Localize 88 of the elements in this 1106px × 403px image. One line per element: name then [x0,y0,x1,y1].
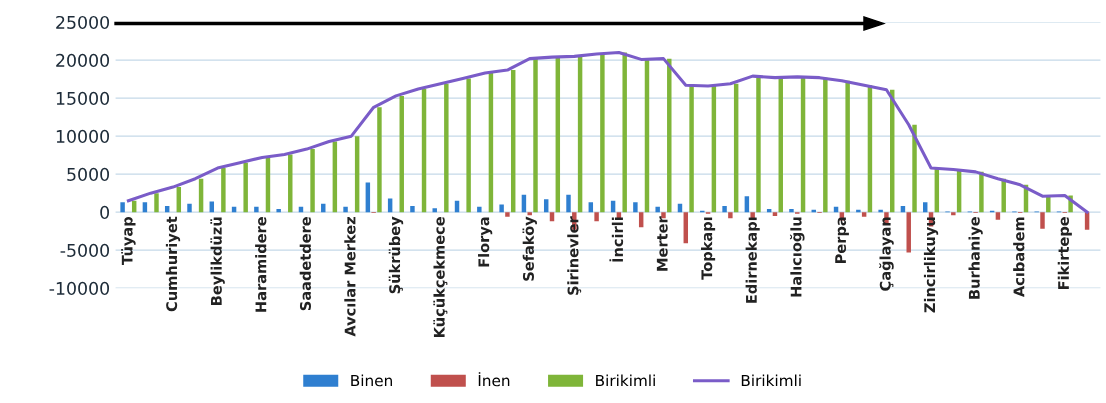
bar [505,212,510,217]
bar [432,208,437,213]
x-tick-label: Tüyap [121,216,136,265]
x-tick-label: Saadetdere [299,217,311,311]
bar [951,212,956,216]
x-tick-label: Küçükçekmece [433,217,448,337]
x-tick-label: Haramidere [255,217,267,312]
bar [399,95,404,213]
bar [655,206,660,213]
y-tick-label: 15000 [56,91,110,105]
bar [276,209,281,213]
y-tick-label: 10000 [56,129,110,143]
bar [187,203,192,213]
x-tick-label: Cumhuriyet [165,216,181,312]
bar [527,212,532,216]
bar [594,212,599,222]
x-tick-label: Florya [478,217,493,267]
y-tick-label: 20000 [56,53,110,67]
x-tick-label: Topkapı [701,217,716,280]
legend-label: Birikimli [596,374,655,387]
bar [633,202,638,213]
y-tick-label: 25000 [56,15,110,30]
x-tick-label: Halıcıoğlu [789,217,805,297]
bar [588,202,594,213]
legend-label: Binen [351,374,392,387]
bar [499,204,504,213]
bar [444,83,449,213]
bar [543,199,549,213]
bar [354,136,360,213]
x-tick-label: Fikirtepe [1057,217,1072,290]
x-tick-label: Merter [656,216,668,271]
bar [600,54,605,213]
bar [310,149,315,213]
bar [856,209,861,213]
bar [923,202,928,213]
bar [1046,196,1051,213]
bar [823,77,828,213]
line-series [126,51,1089,214]
y-tick-label: -10000 [49,281,110,295]
bar [979,171,984,213]
bar [878,209,883,213]
bar [377,107,382,213]
x-tick-label: Sefaköy [522,216,537,281]
legend-label: İnen [478,372,510,387]
bar [142,202,148,213]
bar [533,58,538,213]
y-tick-label: 5000 [67,167,110,181]
y-tick-label: -5000 [60,243,110,257]
bar [254,206,259,213]
x-tick-label: Acıbadem [1013,217,1025,297]
x-tick-label: Şükrübey [388,216,404,294]
bar [410,206,415,213]
bar [845,80,850,213]
bar [722,206,727,213]
bar [912,124,917,213]
bar [510,70,516,213]
bar [477,206,482,213]
x-tick-label: İncirli [609,217,624,262]
bar [154,193,159,213]
bar [1001,178,1006,213]
bar [466,78,471,213]
bar [744,196,750,213]
bar [1040,212,1045,229]
bar [667,58,672,213]
bar [221,168,226,213]
x-tick-label: Avcılar Merkez [344,217,356,337]
x-tick-label: Şirinevler [567,216,582,295]
x-tick-label: Çağlayan [879,217,894,291]
bar [243,162,248,213]
bar [756,76,761,213]
bar [343,206,348,213]
legend-label: Birikimli [741,374,801,387]
bar [728,212,733,219]
bar [566,194,571,213]
x-tick-label: Perpa [835,217,849,264]
x-tick-label: Burhaniye [968,217,983,299]
bar [995,212,1001,220]
bar [120,202,125,213]
x-tick-label: Beylikdüzü [210,217,225,305]
bar [789,209,794,213]
x-tick-label: Edirnekapı [745,217,760,303]
bar [772,212,778,216]
bar [689,85,694,213]
bar [622,52,627,213]
y-tick-label: 0 [100,205,110,219]
x-tick-label: Zincirlikuyu [923,217,939,313]
bar [861,212,867,217]
bar [387,198,393,213]
